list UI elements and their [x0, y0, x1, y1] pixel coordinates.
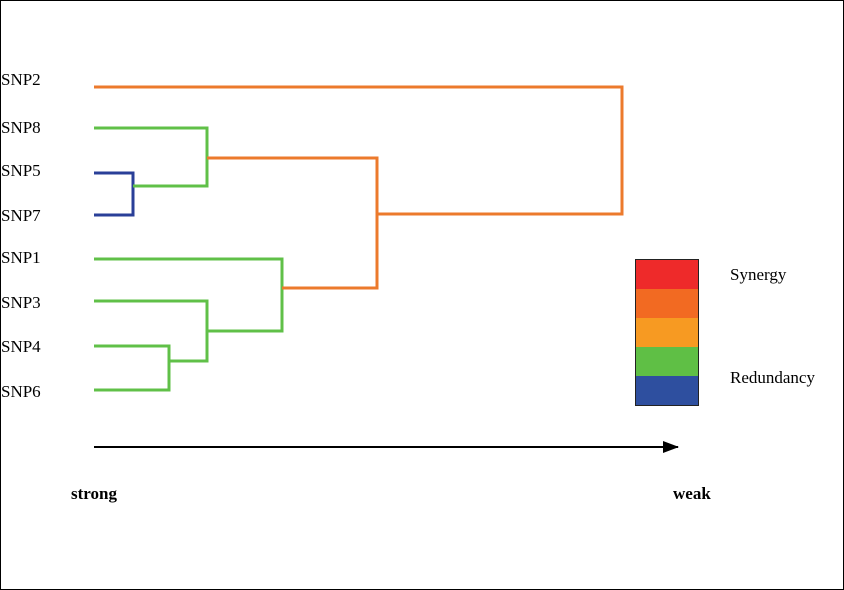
cluster-snp1-snp3-snp4-snp6: [94, 257, 284, 333]
cluster-snp8-snp5-snp7: [94, 126, 209, 188]
leaf-label-snp8: SNP8: [1, 118, 41, 137]
cluster-snp4-snp6: [94, 344, 171, 392]
legend-swatch-redundancy-blue: [636, 376, 698, 405]
leaf-label-snp2: SNP2: [1, 70, 41, 89]
leaf-label-snp3: SNP3: [1, 293, 41, 312]
legend-swatch-green: [636, 347, 698, 376]
legend-label-redundancy: Redundancy: [730, 368, 815, 387]
legend-swatch-synergy-red: [636, 260, 698, 289]
axis-label-strong: strong: [71, 484, 117, 503]
cluster-root-snp2: [94, 85, 624, 216]
leaf-label-snp5: SNP5: [1, 161, 41, 180]
leaf-label-snp4: SNP4: [1, 337, 41, 356]
cluster-snp3-snp4-snp6: [94, 299, 209, 363]
leaf-label-snp6: SNP6: [1, 382, 41, 401]
legend-swatch-light-orange: [636, 318, 698, 347]
cluster-snp5-snp7: [94, 171, 135, 217]
cluster-upper-lower-join: [207, 156, 379, 290]
leaf-label-snp1: SNP1: [1, 248, 41, 267]
axis-label-weak: weak: [673, 484, 711, 503]
legend-color-bar: [635, 259, 699, 406]
legend-label-synergy: Synergy: [730, 265, 787, 284]
leaf-label-snp7: SNP7: [1, 206, 41, 225]
legend-swatch-orange: [636, 289, 698, 318]
